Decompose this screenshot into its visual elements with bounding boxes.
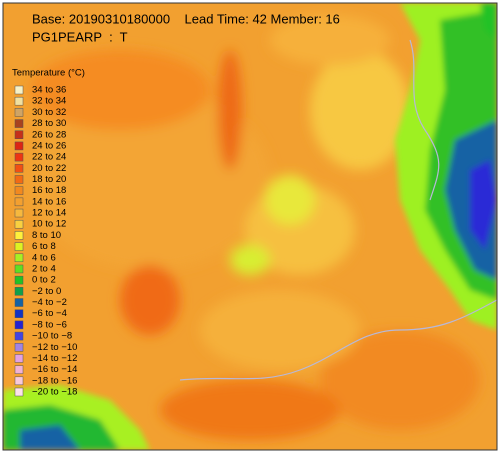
legend-label: 8 to 10 <box>32 230 61 241</box>
legend-swatch <box>14 264 24 274</box>
legend-swatch <box>14 96 24 106</box>
legend-label: 10 to 12 <box>32 219 66 230</box>
legend-swatch <box>14 275 24 285</box>
legend-label: 28 to 30 <box>32 118 66 129</box>
legend-label: 14 to 16 <box>32 196 66 207</box>
legend-swatch <box>14 119 24 128</box>
legend-label: 24 to 26 <box>32 140 66 151</box>
legend-label: 34 to 36 <box>32 85 66 96</box>
map-frame <box>2 2 498 451</box>
legend-label: −20 to −18 <box>32 387 77 398</box>
legend-label: 0 to 2 <box>32 275 56 286</box>
legend-swatch <box>14 141 24 151</box>
legend-swatch <box>14 164 24 173</box>
legend-swatch <box>14 365 24 374</box>
legend-label: 16 to 18 <box>32 185 66 196</box>
legend-label: 2 to 4 <box>32 263 56 274</box>
legend-label: 6 to 8 <box>32 241 56 252</box>
legend-swatch <box>14 309 24 318</box>
legend-label: 32 to 34 <box>32 96 66 107</box>
legend-title: Temperature (°C) <box>12 68 85 79</box>
legend-label: −2 to 0 <box>32 286 61 297</box>
legend-swatch <box>14 186 24 195</box>
legend-swatch <box>14 85 24 95</box>
legend-label: −18 to −16 <box>32 375 77 386</box>
legend-label: −10 to −8 <box>32 331 72 342</box>
legend-label: −8 to −6 <box>32 319 67 330</box>
legend-swatch <box>14 253 24 263</box>
legend-swatch <box>14 208 24 218</box>
legend-swatch <box>14 108 24 117</box>
legend-label: −16 to −14 <box>32 364 77 375</box>
legend-label: −12 to −10 <box>32 342 77 353</box>
legend-swatch <box>14 197 24 207</box>
legend-swatch <box>14 231 24 240</box>
legend-label: −6 to −4 <box>32 308 67 319</box>
legend-label: −4 to −2 <box>32 297 67 308</box>
legend-label: −14 to −12 <box>32 353 77 364</box>
legend-swatch <box>14 287 24 296</box>
legend-label: 22 to 24 <box>32 152 66 163</box>
legend-label: 12 to 14 <box>32 208 66 219</box>
header-line: PG1PEARP : T <box>32 29 128 44</box>
legend-label: 4 to 6 <box>32 252 56 263</box>
legend-swatch <box>14 152 24 162</box>
legend-swatch <box>14 343 24 352</box>
legend-swatch <box>14 242 24 251</box>
legend-label: 18 to 20 <box>32 174 66 185</box>
legend-swatch <box>14 387 24 397</box>
temperature-field <box>3 3 497 450</box>
legend-swatch <box>14 354 24 363</box>
legend-swatch <box>14 331 24 341</box>
legend-swatch <box>14 298 24 307</box>
legend-swatch <box>14 175 24 184</box>
legend-swatch <box>14 130 24 139</box>
legend-label: 20 to 22 <box>32 163 66 174</box>
legend-swatch <box>14 219 24 229</box>
header-line: Base: 20190310180000 Lead Time: 42 Membe… <box>32 11 340 26</box>
legend-swatch <box>14 320 24 330</box>
legend-label: 30 to 32 <box>32 107 66 118</box>
legend-label: 26 to 28 <box>32 129 66 140</box>
legend-swatch <box>14 376 24 386</box>
